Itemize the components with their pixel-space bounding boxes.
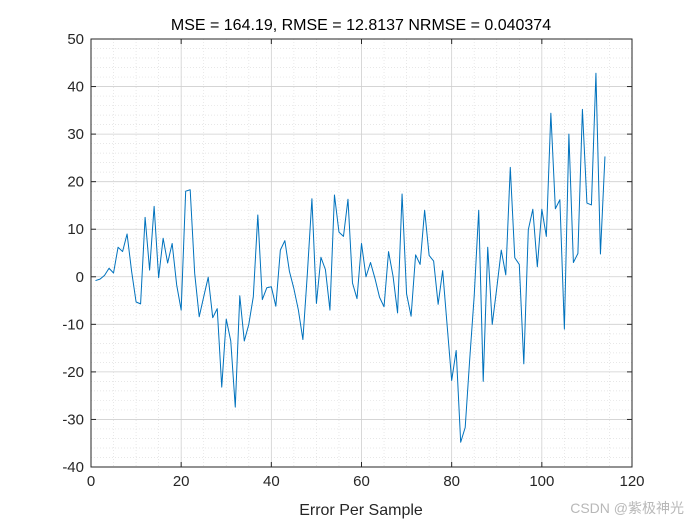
y-tick-label: -10 xyxy=(62,316,84,333)
x-tick-label: 100 xyxy=(529,473,554,490)
y-tick-label: 10 xyxy=(67,221,84,238)
y-tick-labels: -40 -30 -20 -10 0 10 20 30 40 50 xyxy=(62,31,84,476)
y-tick-label: 50 xyxy=(67,31,84,48)
y-tick-label: -40 xyxy=(62,459,84,476)
y-tick-label: 0 xyxy=(76,269,84,286)
x-tick-label: 20 xyxy=(173,473,190,490)
series-layer xyxy=(95,72,606,443)
x-tick-label: 80 xyxy=(443,473,460,490)
axis-ticks xyxy=(90,38,633,468)
x-tick-label: 120 xyxy=(619,473,644,490)
x-axis-label: Error Per Sample xyxy=(299,502,423,519)
y-tick-label: 30 xyxy=(67,126,84,143)
y-tick-label: -30 xyxy=(62,411,84,428)
y-tick-label: 20 xyxy=(67,174,84,191)
series-line-error xyxy=(95,72,606,443)
x-tick-label: 0 xyxy=(87,473,95,490)
chart-title: MSE = 164.19, RMSE = 12.8137 NRMSE = 0.0… xyxy=(171,17,551,34)
y-tick-label: 40 xyxy=(67,79,84,96)
watermark-text: CSDN @紫极神光 xyxy=(570,500,684,516)
y-tick-label: -20 xyxy=(62,364,84,381)
x-tick-label: 40 xyxy=(263,473,280,490)
x-tick-labels: 0 20 40 60 80 100 120 xyxy=(87,473,645,490)
x-tick-label: 60 xyxy=(353,473,370,490)
